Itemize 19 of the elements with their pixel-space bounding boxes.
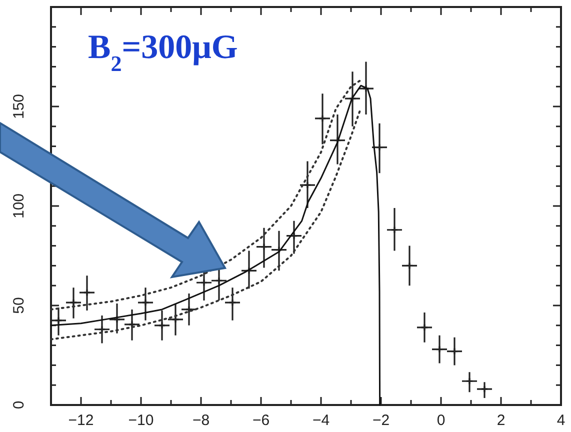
line-series <box>50 80 361 310</box>
x-tick-label: −6 <box>252 412 270 429</box>
x-tick-label: −10 <box>128 412 154 429</box>
x-tick-label: 4 <box>556 412 566 429</box>
y-tick-label: 0 <box>10 400 28 410</box>
x-tick-label: −2 <box>372 412 390 429</box>
x-tick-label: −4 <box>312 412 330 429</box>
line-series <box>50 109 361 340</box>
point <box>466 377 474 385</box>
y-tick-label: 50 <box>10 297 28 314</box>
line-series <box>50 84 381 406</box>
x-tick-label: 2 <box>496 412 506 429</box>
x-tick-label: −8 <box>192 412 210 429</box>
annotation: B$_{2}$=300μG <box>88 29 238 76</box>
y-tick-label: 150 <box>10 94 28 120</box>
x-tick-label: −12 <box>68 412 94 429</box>
y-tick-label: 100 <box>10 193 28 219</box>
point <box>480 385 488 393</box>
x-tick-label: 0 <box>436 412 446 429</box>
